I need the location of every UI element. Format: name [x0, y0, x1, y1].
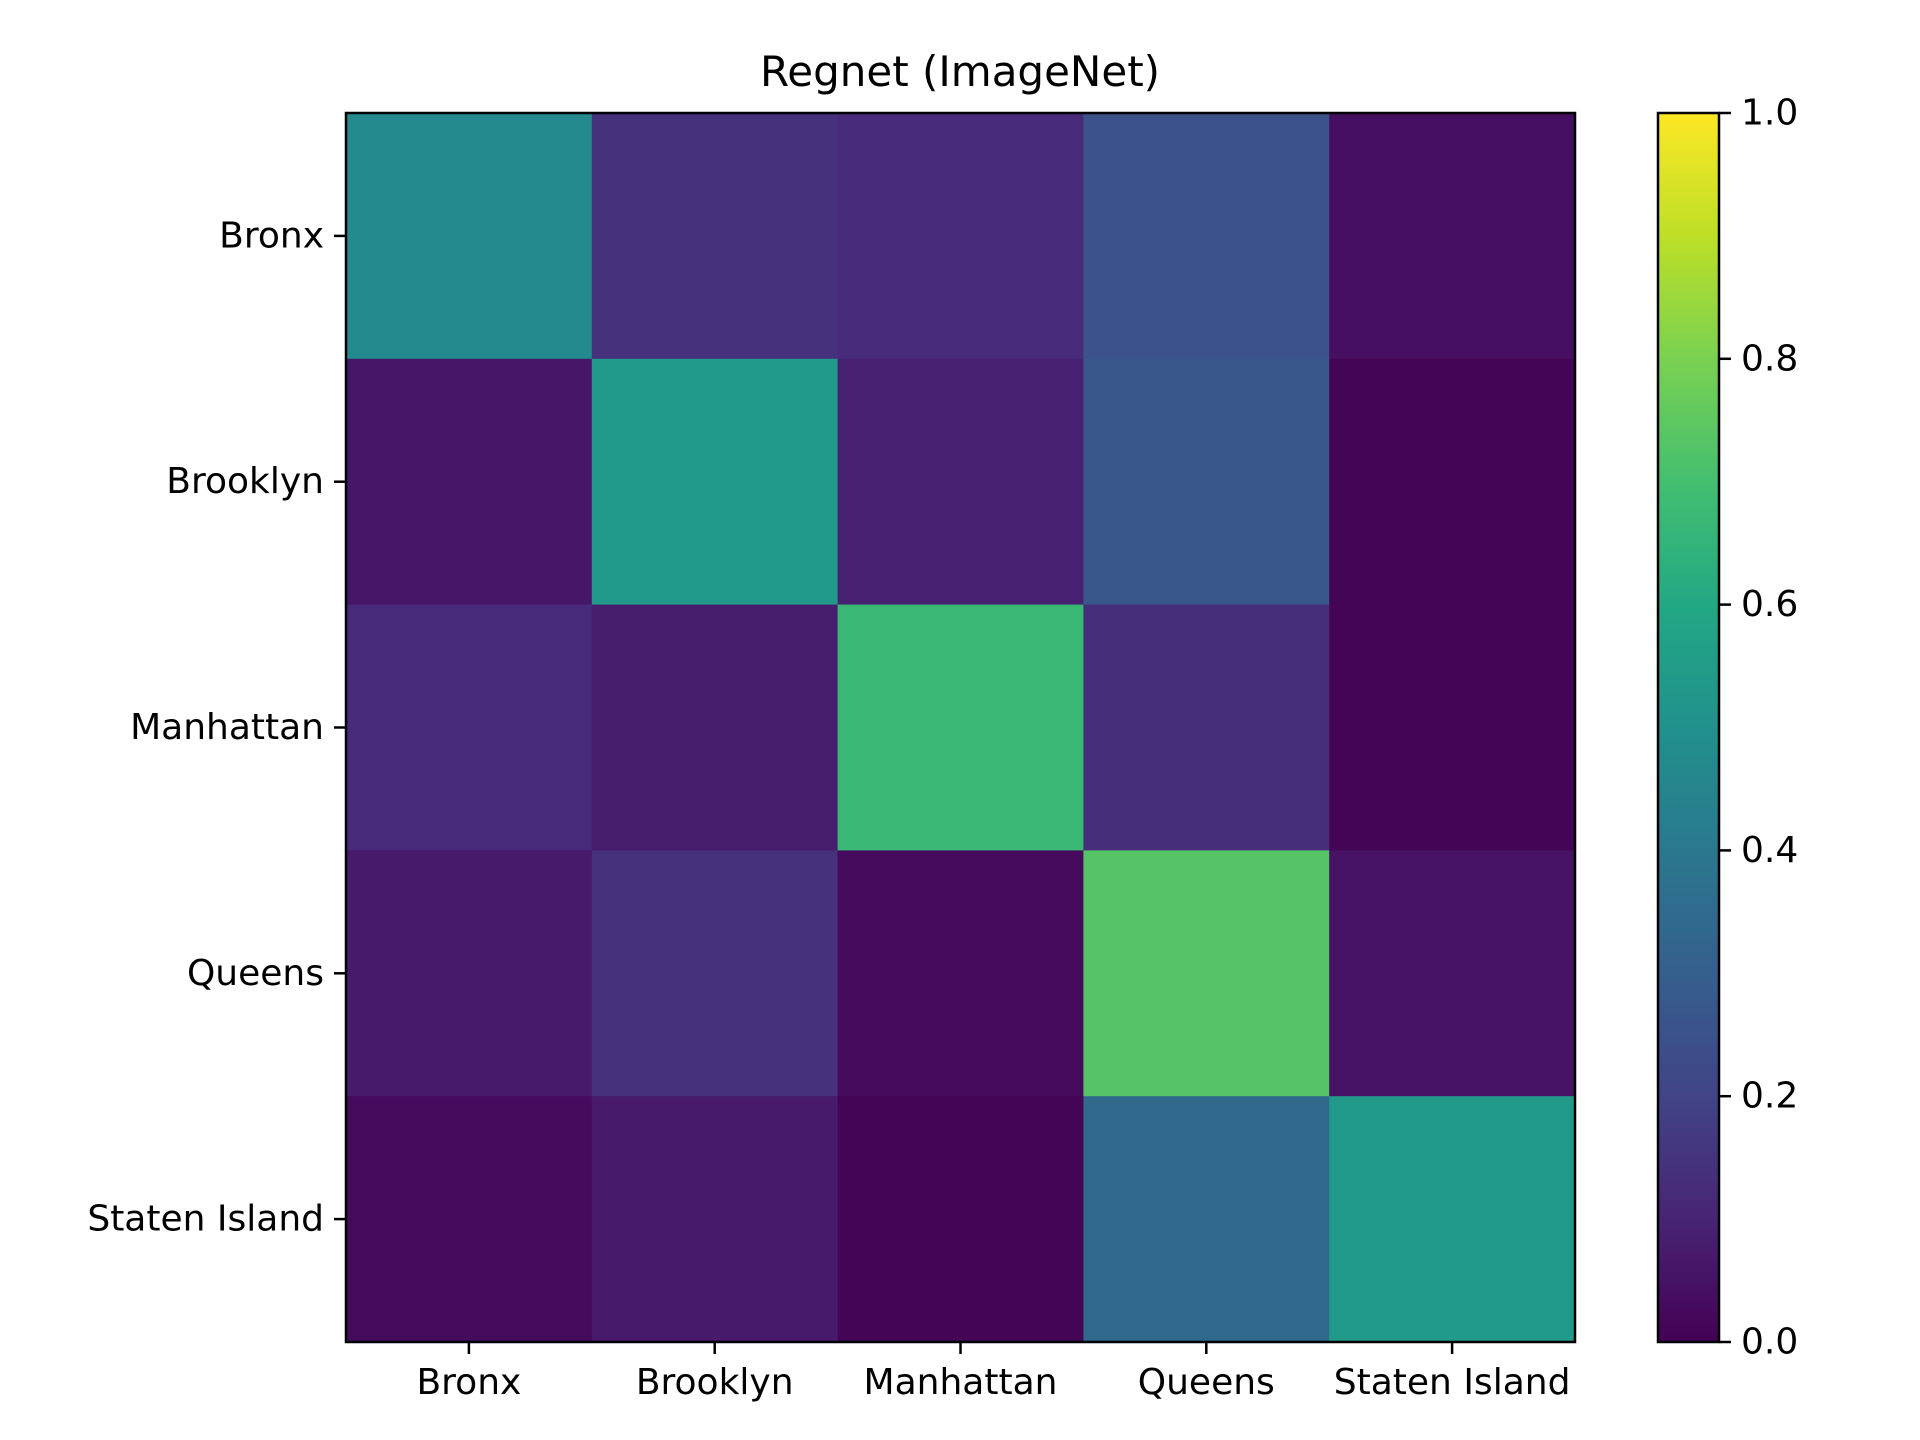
x-tick-label: Manhattan — [864, 1362, 1058, 1403]
y-tick-label: Manhattan — [130, 707, 324, 748]
x-tick-label: Bronx — [416, 1362, 521, 1403]
cell-staten-island-brooklyn — [591, 1096, 839, 1343]
cell-manhattan-queens — [1083, 604, 1330, 851]
colorbar-gradient — [1658, 113, 1719, 1342]
cell-queens-queens — [1083, 850, 1330, 1097]
y-axis: Bronx Brooklyn Manhattan Queens Staten Islan… — [87, 215, 346, 1240]
cell-bronx-bronx — [346, 113, 593, 360]
cell-brooklyn-manhattan — [837, 358, 1084, 606]
cell-manhattan-staten-island — [1329, 604, 1576, 851]
cell-queens-manhattan — [837, 850, 1084, 1097]
cell-brooklyn-brooklyn — [591, 358, 839, 606]
x-tick-label: Queens — [1138, 1362, 1275, 1403]
cell-bronx-manhattan — [837, 113, 1084, 360]
x-tick-label: Staten Island — [1334, 1362, 1571, 1403]
cell-manhattan-bronx — [346, 604, 593, 851]
colorbar: 0.0 0.2 0.4 0.6 0.8 1.0 — [1656, 93, 1798, 1363]
y-tick-label: Staten Island — [87, 1199, 324, 1240]
colorbar-tick-label: 1.0 — [1741, 93, 1798, 134]
cell-bronx-brooklyn — [591, 113, 839, 360]
cell-staten-island-queens — [1083, 1096, 1330, 1343]
cell-brooklyn-queens — [1083, 358, 1330, 606]
cell-staten-island-bronx — [346, 1096, 593, 1343]
cell-queens-staten-island — [1329, 850, 1576, 1097]
colorbar-tick-label: 0.4 — [1741, 830, 1798, 871]
colorbar-tick-label: 0.8 — [1741, 338, 1798, 379]
y-tick-label: Brooklyn — [166, 461, 324, 502]
cell-staten-island-staten-island — [1329, 1096, 1576, 1343]
cell-manhattan-brooklyn — [591, 604, 839, 851]
cell-brooklyn-bronx — [346, 358, 593, 606]
cell-staten-island-manhattan — [837, 1096, 1084, 1343]
x-tick-label: Brooklyn — [636, 1362, 794, 1403]
cell-manhattan-manhattan — [837, 604, 1084, 851]
x-axis: Bronx Brooklyn Manhattan Queens Staten Islan… — [416, 1342, 1570, 1403]
colorbar-tick-label: 0.0 — [1741, 1322, 1798, 1363]
colorbar-ticks: 0.0 0.2 0.4 0.6 0.8 1.0 — [1719, 93, 1798, 1363]
heatmap-cells — [346, 113, 1576, 1343]
cell-bronx-queens — [1083, 113, 1330, 360]
cell-brooklyn-staten-island — [1329, 358, 1576, 606]
colorbar-tick-label: 0.6 — [1741, 584, 1798, 625]
cell-bronx-staten-island — [1329, 113, 1576, 360]
cell-queens-brooklyn — [591, 850, 839, 1097]
colorbar-tick-label: 0.2 — [1741, 1076, 1798, 1117]
colorbar-frame — [1656, 111, 1721, 1344]
cell-queens-bronx — [346, 850, 593, 1097]
chart-title: Regnet (ImageNet) — [760, 47, 1160, 96]
y-tick-label: Queens — [187, 953, 324, 994]
y-tick-label: Bronx — [219, 215, 324, 256]
